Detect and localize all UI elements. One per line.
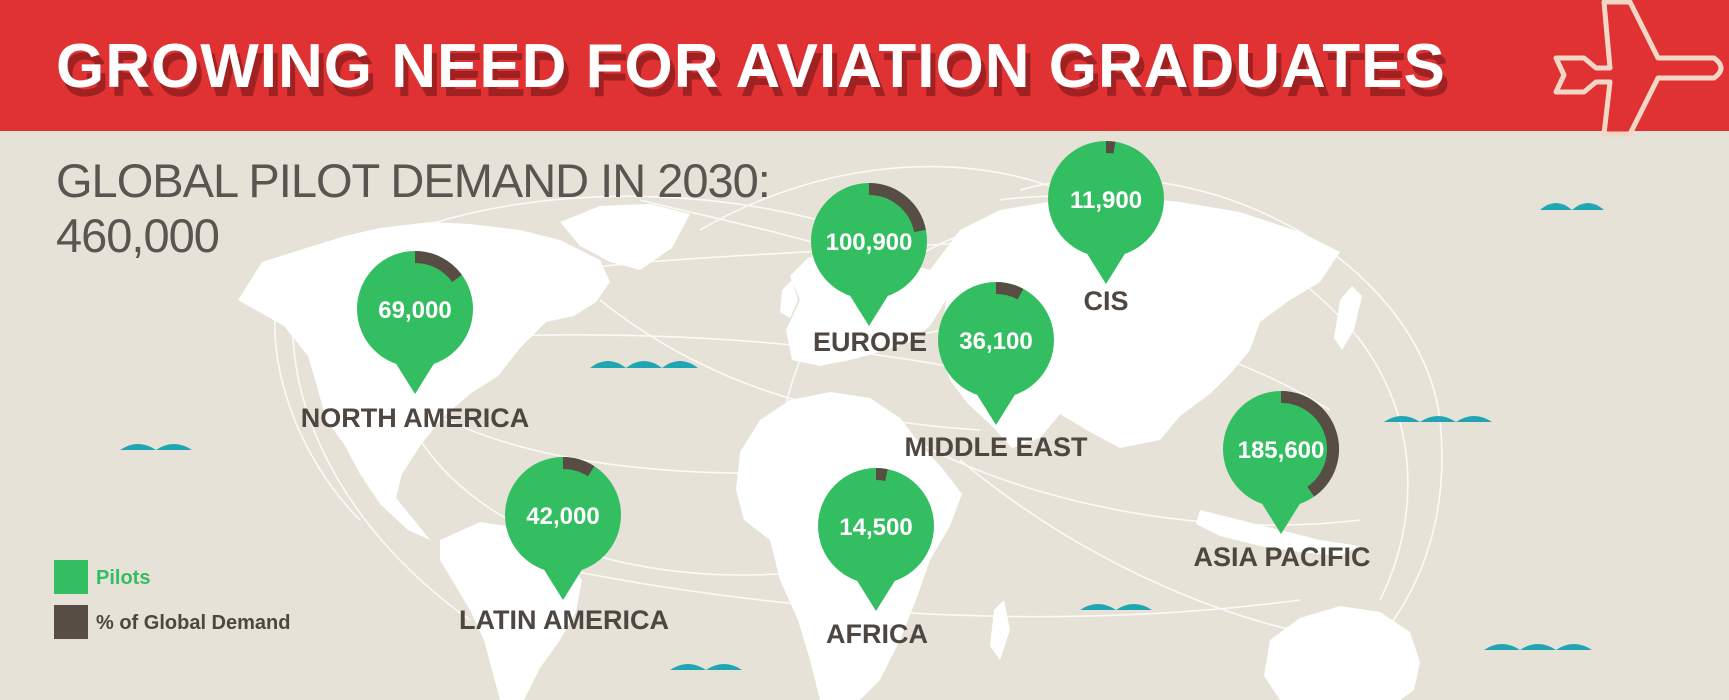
pilots-value: 185,600 xyxy=(1238,437,1325,464)
uk-landmass xyxy=(780,280,798,318)
pin-circle xyxy=(1223,391,1339,507)
pilots-value: 42,000 xyxy=(526,503,599,530)
legend-swatch-pilots xyxy=(54,560,88,594)
region-label-north-america: NORTH AMERICA xyxy=(300,403,530,433)
pin-north-america: 69,000 xyxy=(357,251,473,394)
region-label-middle-east: MIDDLE EAST xyxy=(904,432,1088,462)
share-arc xyxy=(995,282,1024,300)
pilots-value: 14,500 xyxy=(839,514,912,541)
pin-circle xyxy=(818,468,934,584)
pin-europe: 100,900 xyxy=(811,183,927,326)
madagascar-landmass xyxy=(990,600,1010,660)
pin-latin-america: 42,000 xyxy=(505,457,621,600)
share-arc xyxy=(875,468,888,481)
region-label-asia-pacific: ASIA PACIFIC xyxy=(1193,542,1371,572)
greenland-landmass xyxy=(560,204,690,270)
region-label-latin-america: LATIN AMERICA xyxy=(459,605,669,635)
legend-label-pilots: Pilots xyxy=(96,567,151,589)
pilots-value: 100,900 xyxy=(826,229,913,256)
japan-landmass xyxy=(1334,286,1362,350)
region-label-africa: AFRICA xyxy=(826,619,928,649)
subtitle: GLOBAL PILOT DEMAND IN 2030: 460,000 xyxy=(56,153,771,263)
share-arc xyxy=(1280,391,1339,497)
pilots-value: 36,100 xyxy=(959,328,1032,355)
legend-label-share: % of Global Demand xyxy=(96,612,291,634)
airplane-icon xyxy=(1553,0,1724,137)
ocean-waves xyxy=(120,203,1604,670)
pilots-value: 11,900 xyxy=(1070,187,1142,214)
region-label-europe: EUROPE xyxy=(812,327,928,357)
australia-landmass xyxy=(1264,606,1420,700)
subtitle-total: 460,000 xyxy=(56,209,220,262)
pin-middle-east: 36,100 xyxy=(938,282,1054,425)
pin-circle xyxy=(938,282,1054,398)
share-arc xyxy=(414,251,462,283)
region-label-cis: CIS xyxy=(1083,286,1129,316)
pin-cis: 11,900 xyxy=(1048,140,1164,284)
pin-circle xyxy=(505,457,621,573)
pin-circle xyxy=(1048,141,1164,257)
share-arc xyxy=(868,183,926,233)
title-banner: GROWING NEED FOR AVIATION GRADUATES xyxy=(0,0,1729,131)
pin-africa: 14,500 xyxy=(818,468,934,611)
legend-swatch-share xyxy=(54,605,88,639)
north-america-landmass xyxy=(238,222,610,540)
share-arc xyxy=(562,457,595,477)
indonesia-landmass xyxy=(1196,510,1360,556)
share-arc xyxy=(1105,140,1116,154)
pin-circle xyxy=(811,183,927,299)
pin-circle xyxy=(357,251,473,367)
subtitle-line-1: GLOBAL PILOT DEMAND IN 2030: xyxy=(56,154,771,207)
page-title: GROWING NEED FOR AVIATION GRADUATES xyxy=(56,32,1446,101)
pilots-value: 69,000 xyxy=(378,297,451,324)
pin-asia-pacific: 185,600 xyxy=(1223,391,1339,534)
